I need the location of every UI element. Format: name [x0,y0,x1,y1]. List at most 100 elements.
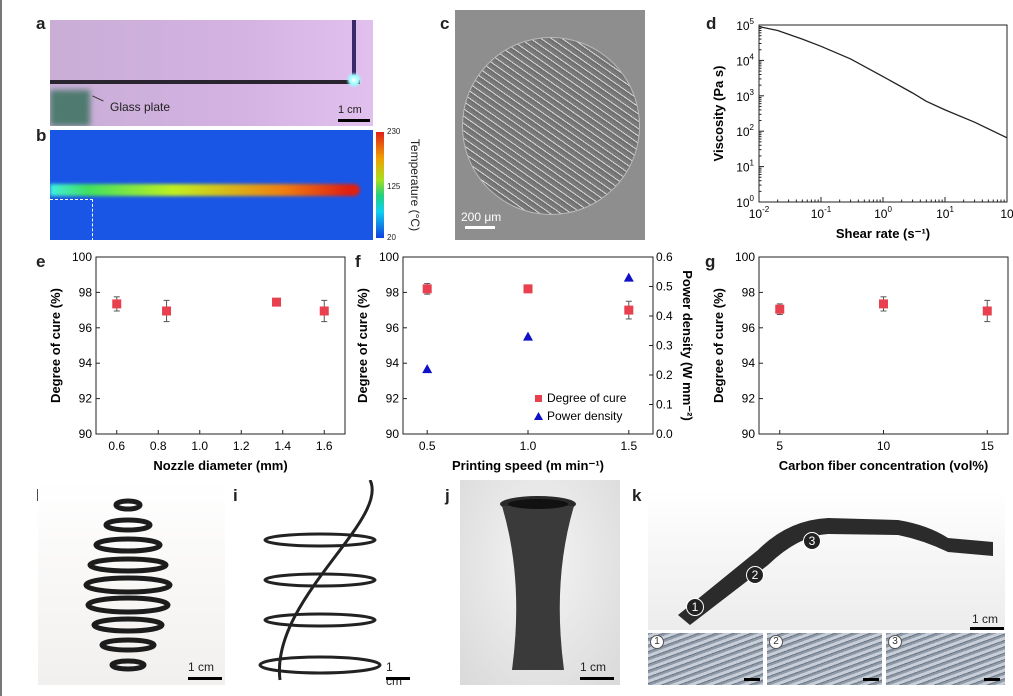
cure-point [624,305,634,315]
panel-label-i: i [233,486,238,505]
y-tick-label: 100 [379,250,399,264]
x-axis-label: Shear rate (s⁻¹) [836,226,930,241]
temperature-colorbar [376,132,384,238]
y-tick-label: 100 [735,250,755,264]
x-tick-label: 10 [877,439,891,453]
y-tick-label: 90 [386,427,400,441]
cure-point [523,284,533,294]
scale-bar [863,678,879,681]
y-tick-label: 92 [79,392,93,406]
scale-label: 1 cm [386,660,402,688]
fiber-cure-chart: Carbon fiber concentration (vol%) Degree … [711,250,1009,473]
x-tick-label: 100 [874,205,892,221]
y-tick-label: 103 [736,88,754,104]
scale-bar [970,627,1004,630]
y-axis-label: Viscosity (Pa s) [711,66,726,162]
y-tick-label: 94 [79,356,93,370]
x-tick-label: 1.2 [233,439,250,453]
y2-tick-label: 0.1 [656,398,673,412]
printed-filament [50,80,360,84]
y-tick-label: 104 [736,52,754,68]
y-tick-label: 90 [742,427,756,441]
curved-beam-photo: 1 2 3 1 cm [648,490,1005,630]
x-tick-label: 10 [1000,207,1013,221]
y2-axis-label: Power density (W mm⁻²) [680,270,695,421]
cure-point [112,299,122,309]
panel-label-c: c [440,14,450,33]
x-tick-label: 5 [776,439,783,453]
y-tick-label: 96 [79,321,93,335]
colorbar-title: Temperature (°C) [408,138,422,232]
x-tick-label: 15 [981,439,995,453]
y-axis-label: Degree of cure (%) [711,288,726,403]
y-tick-label: 96 [386,321,400,335]
legend-marker-cure [535,395,542,402]
inset-number-1: 1 [650,635,664,649]
conical-spring-photo: 1 cm [38,480,225,685]
inset-number-2: 2 [769,635,783,649]
x-tick-label: 10-2 [749,205,770,221]
x-tick-label: 0.6 [108,439,125,453]
y-tick-label: 105 [736,17,754,33]
glass-plate-outline [50,199,93,240]
panel-label-k: k [632,486,642,505]
scale-bar [744,678,760,681]
scale-bar [188,677,222,680]
panel-label-d: d [706,14,717,33]
cure-point [422,284,432,294]
scale-bar [984,678,1000,681]
scale-label: 1 cm [188,660,215,674]
scale-label: 1 cm [972,612,999,626]
location-marker-3: 3 [803,532,821,550]
x-tick-label: 0.5 [419,439,436,453]
x-tick-label: 1.0 [520,439,537,453]
hot-filament [50,184,360,196]
micrograph-inset-1: 1 [648,633,763,685]
printing-photo: Glass plate 1 cm [50,20,373,126]
y2-tick-label: 0.2 [656,368,673,382]
legend-label-cure: Degree of cure [547,391,627,405]
cross-section-micrograph: 200 μm [455,10,645,240]
panel-label-b: b [36,126,47,145]
x-axis-label: Carbon fiber concentration (vol%) [779,458,988,473]
scale-bar [465,226,495,229]
colorbar-mid: 125 [387,182,401,191]
y-axis-label: Degree of cure (%) [48,288,63,403]
x-tick-label: 10-1 [811,205,832,221]
vase-photo: 1 cm [460,480,620,685]
plot-frame [402,256,654,435]
scale-bar [386,677,410,680]
helix-photo: 1 cm [250,479,410,688]
panel-label-g: g [705,252,716,271]
scale-bar [338,119,370,122]
legend-label-power: Power density [547,409,622,423]
panel-label-a: a [36,14,46,33]
y-tick-label: 96 [742,321,756,335]
x-tick-label: 1.5 [620,439,637,453]
y2-tick-label: 0.0 [656,427,673,441]
fiber-cross-section [463,38,639,214]
y-tick-label: 94 [386,356,400,370]
micrograph-inset-3: 3 [886,633,1005,685]
y2-tick-label: 0.6 [656,250,673,264]
y2-tick-label: 0.3 [656,339,673,353]
plot-frame [758,24,1008,203]
glass-plate [50,90,90,126]
panel-label-j: j [445,486,450,505]
panel-label-e: e [36,252,46,271]
helix-spring [258,479,382,681]
y2-tick-label: 0.4 [656,309,673,323]
plot-frame [758,256,1009,435]
annotation-leader [92,95,104,102]
glass-plate-label: Glass plate [110,100,171,114]
y-tick-label: 98 [742,285,756,299]
nozzle-cure-chart: Nozzle diameter (mm) Degree of cure (%) 90… [48,250,346,473]
y-axis-label: Degree of cure (%) [355,288,370,403]
cure-point [982,306,992,316]
y-tick-label: 100 [72,250,92,264]
scale-label: 1 cm [580,660,607,674]
y-tick-label: 92 [742,392,756,406]
glow [346,72,362,88]
x-axis-label: Printing speed (m min⁻¹) [452,458,604,473]
power-density-point [623,272,634,282]
